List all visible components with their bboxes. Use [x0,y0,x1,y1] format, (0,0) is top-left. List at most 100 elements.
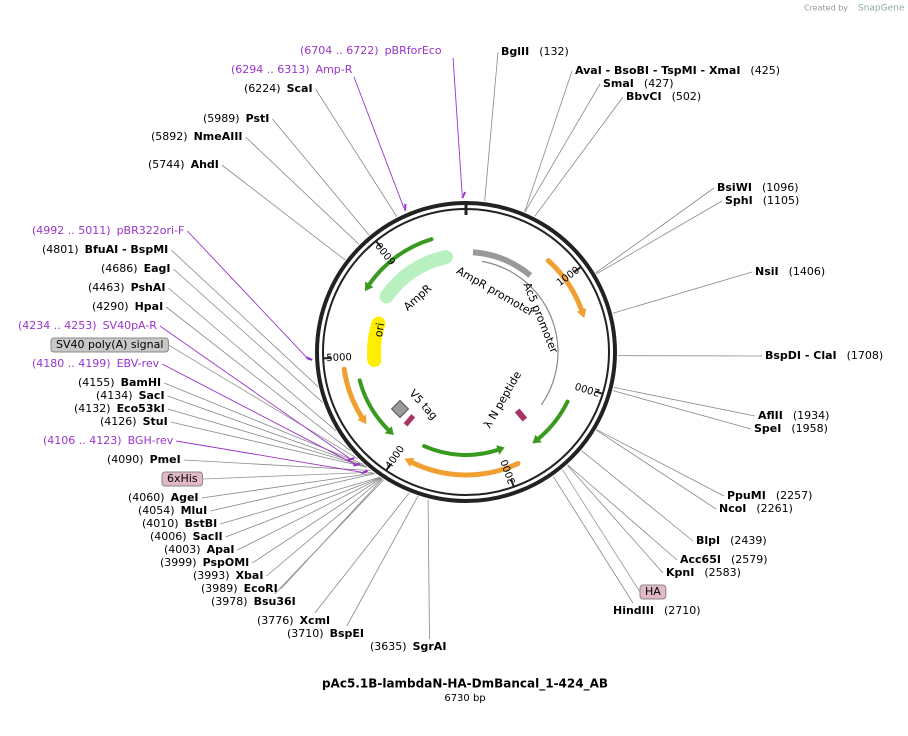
site-position: (5892) [151,130,188,143]
v5-tag [390,399,410,419]
site-name: NcoI [719,502,746,515]
site-name: HpaI [135,300,164,313]
primer-mark [347,457,355,461]
site-name: BbvCI [626,90,662,103]
feature-box-label: 6xHis [167,472,198,485]
site-name: KpnI [666,566,694,579]
site-position: (4155) [78,376,115,389]
site-name: XcmI [300,614,331,627]
primer-range: (4234 .. 4253) [18,319,97,332]
site-position: (2257) [776,489,813,502]
site-position: (4801) [42,243,79,256]
site-position: (3989) [201,582,238,595]
site-position: (425) [750,64,780,77]
site-position: (5989) [203,112,240,125]
site-position: (2261) [756,502,793,515]
tick-label: 3000 [499,458,518,486]
tick-mark [573,266,582,273]
site-position: (1105) [763,194,800,207]
feature-label: AmpR [401,282,434,314]
site-position: (132) [539,45,569,58]
site-name: Eco53kI [117,402,165,415]
site-name: AvaI - BsoBI - TspMI - XmaI [575,64,740,77]
credit: Created by [804,4,848,13]
site-position: (4686) [101,262,138,275]
site-leader [167,408,367,468]
site-leader [201,472,375,499]
primer-range: (6294 .. 6313) [231,63,310,76]
site-leader [165,306,351,452]
orange-arc [341,366,365,420]
primer-leader [159,325,353,461]
ori-arrow-head [369,359,380,367]
feature-box-label: HA [645,585,661,598]
green-arc-head [532,434,542,444]
site-name: BlpI [696,534,720,547]
site-position: (4003) [164,543,201,556]
primer-mark [461,191,467,199]
green-arc-head [364,281,374,292]
site-position: (1406) [789,265,826,278]
tick-mark [510,478,515,488]
primer-name: SV40pA-R [103,319,158,332]
site-name: BamHI [121,376,162,389]
site-leader [168,287,337,432]
site-name: EcoRI [244,582,278,595]
site-position: (4010) [142,517,179,530]
site-leader [170,249,319,387]
site-position: (3978) [211,595,248,608]
site-name: ApaI [207,543,235,556]
green-arc [422,444,500,457]
site-name: SacI [139,389,165,402]
site-name: SpeI [754,422,781,435]
site-position: (427) [644,77,674,90]
orange-arc-head [576,308,587,319]
primer-name: pBRforEco [385,44,442,57]
primer-leader [187,230,310,361]
site-position: (502) [672,90,702,103]
map-title: pAc5.1B-lambdaN-HA-DmBancal_1-424_AB [322,677,608,692]
primer-mark [361,469,369,475]
site-leader [581,450,694,542]
primer-range: (6704 .. 6722) [300,44,379,57]
primer-name: Amp-R [316,63,353,76]
site-leader [612,390,752,430]
ori-arrow [367,316,386,368]
site-name: BsiWI [717,181,752,194]
site-leader [167,395,367,467]
tick-label: 5000 [326,352,352,364]
site-position: (1934) [793,409,830,422]
site-name: PpuMI [727,489,766,502]
site-position: (3993) [193,569,230,582]
ac5-promoter [481,260,559,406]
site-position: (1096) [762,181,799,194]
site-name: StuI [143,415,168,428]
site-leader [225,477,381,538]
site-name: SphI [725,194,753,207]
green-arc-head [384,426,394,436]
site-leader [524,83,601,213]
primer-leader [353,76,405,208]
site-position: (4290) [92,300,129,313]
site-leader [596,429,725,497]
primer-name: BGH-rev [128,434,174,447]
site-position: (4060) [128,491,165,504]
site-name: BfuAI - BspMI [85,243,169,256]
site-name: BspDI - ClaI [765,349,837,362]
primer-range: (4992 .. 5011) [32,224,111,237]
site-name: Bsu36I [254,595,296,608]
site-leader [315,88,398,217]
site-leader [427,499,430,640]
site-name: BstBI [185,517,218,530]
primer-leader [161,363,358,467]
feature-leader [168,344,358,459]
site-name: AflII [758,409,783,422]
site-leader [220,476,381,525]
site-name: HindIII [613,604,654,617]
ampr-arrow [379,250,453,304]
orange-arc [409,460,521,478]
site-leader [596,429,717,510]
site-name: Acc65I [680,553,721,566]
site-leader [596,200,723,275]
